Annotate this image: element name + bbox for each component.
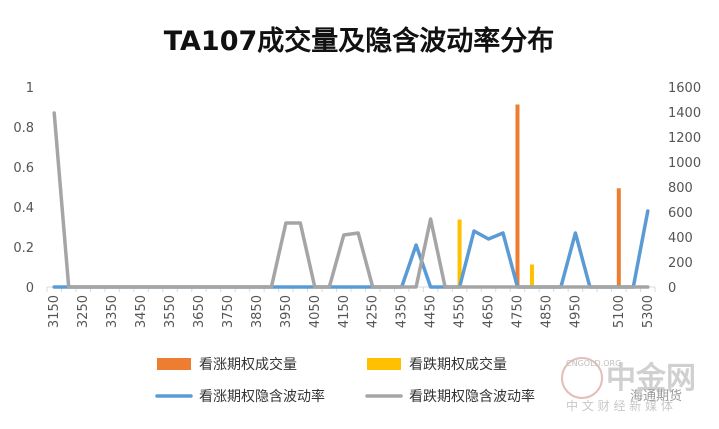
watermark: 中金网 CNGOLD.ORG 中 文 财 经 新 媒 体 海通期货 [561,357,696,413]
y-right-tick-label: 1400 [668,106,701,121]
x-tick-label: 3550 [163,295,178,328]
watermark-brand: 中金网 [606,361,696,396]
x-tick-label: 4350 [395,295,410,328]
y-left-tick-label: 0.6 [13,161,34,176]
legend-label: 看涨期权成交量 [199,356,297,373]
y-left-tick-label: 1 [26,81,34,96]
x-tick-label: 3350 [105,295,120,328]
bars [457,104,621,287]
y-right-tick-label: 1600 [668,81,701,96]
x-tick-label: 4950 [568,295,583,328]
lines [52,111,650,289]
y-right-tick-label: 600 [668,206,693,221]
bar [515,104,520,287]
legend-label: 看跌期权隐含波动率 [409,388,535,405]
y-left-tick-label: 0.2 [13,241,34,256]
y-left-tick-label: 0.8 [13,121,34,136]
chart-title: TA107成交量及隐含波动率分布 [164,25,555,57]
legend-swatch [367,358,401,370]
x-tick-label: 5100 [612,295,627,328]
x-tick-label: 4450 [424,295,439,328]
x-tick-label: 5300 [641,295,656,328]
bar [457,219,462,287]
legend-swatch [157,358,191,370]
x-tick-label: 4750 [510,295,525,328]
series-line [52,111,650,289]
x-tick-label: 4550 [453,295,468,328]
x-tick-label: 3950 [279,295,294,328]
y-right-tick-label: 0 [668,281,676,296]
y-right-tick-label: 800 [668,181,693,196]
x-tick-label: 4150 [337,295,352,328]
x-tick-label: 3750 [221,295,236,328]
bar [529,264,534,287]
x-tick-label: 4650 [482,295,497,328]
x-tick-label: 3250 [76,295,91,328]
y-left-tick-label: 0.4 [13,201,34,216]
watermark-small: 海通期货 [630,388,682,404]
watermark-domain: CNGOLD.ORG [566,359,621,368]
watermark-logo-icon [561,357,603,399]
x-tick-label: 4850 [539,295,554,328]
y-right-tick-label: 1000 [668,156,701,171]
legend-label: 看跌期权成交量 [409,356,507,373]
y-right-tick-label: 1200 [668,131,701,146]
legend-label: 看涨期权隐含波动率 [199,388,325,405]
x-tick-label: 4250 [366,295,381,328]
x-tick-label: 3150 [47,295,62,328]
y-left-tick-label: 0 [26,281,34,296]
series-line [52,209,650,289]
watermark-sub: 中 文 财 经 新 媒 体 [566,398,673,413]
x-tick-label: 4050 [308,295,323,328]
x-tick-label: 3850 [250,295,265,328]
x-tick-label: 3650 [192,295,207,328]
tick-labels: 0 0.2 0.4 0.6 0.8 1 0 200 400 600 800 1000 1200 1400 1… [13,81,701,328]
y-right-tick-label: 200 [668,256,693,271]
bar [616,188,621,287]
y-right-tick-label: 400 [668,231,693,246]
x-tick-label: 3450 [134,295,149,328]
